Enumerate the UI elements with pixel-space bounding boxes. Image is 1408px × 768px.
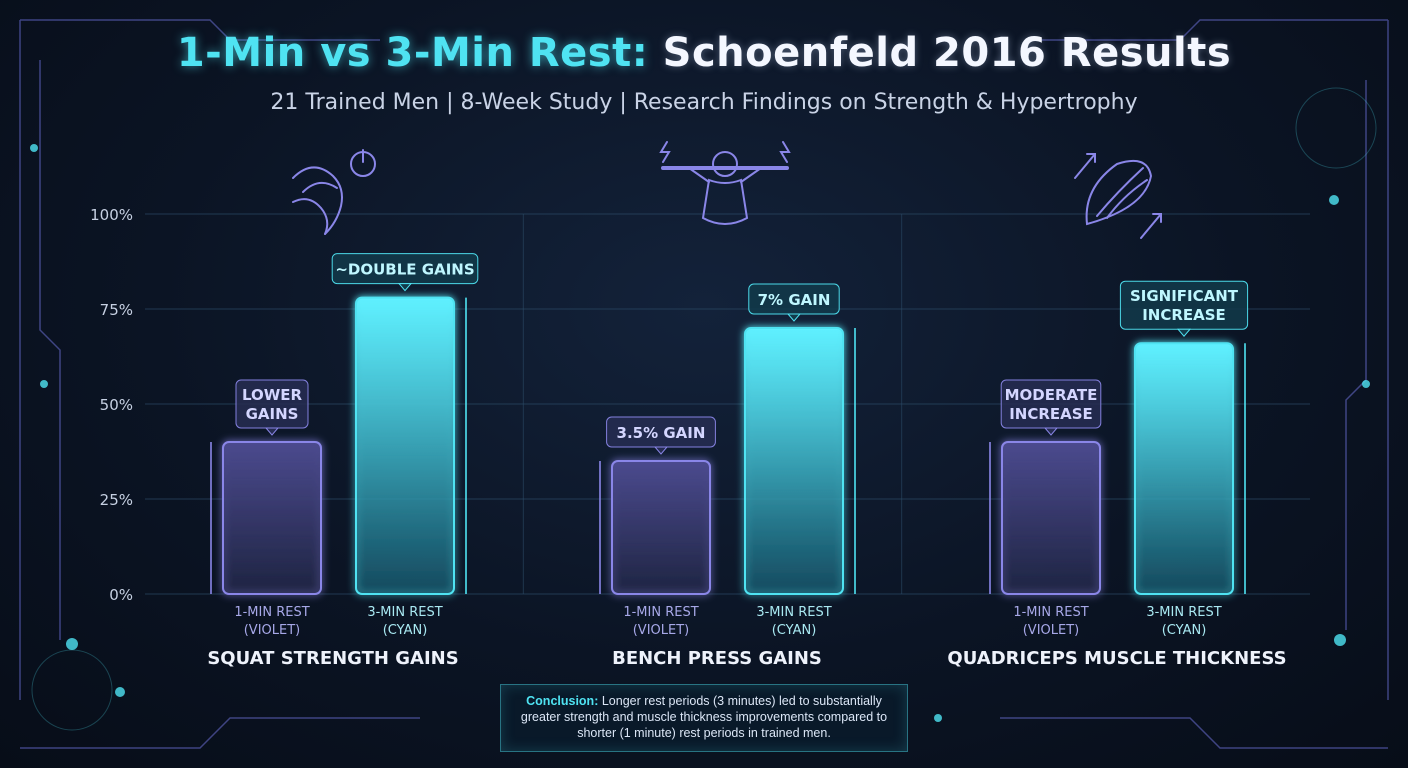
callout-pointer [786, 313, 802, 322]
data-label: INCREASE [1009, 405, 1093, 423]
x-tick-label: 1-MIN REST [1013, 605, 1088, 620]
icon-path [1074, 153, 1096, 179]
callout-pointer [397, 283, 413, 292]
data-label: INCREASE [1142, 306, 1226, 324]
x-tick-label: (CYAN) [383, 623, 428, 638]
chart-subtitle: 21 Trained Men | 8-Week Study | Research… [270, 90, 1138, 115]
callout-pointer [653, 446, 669, 455]
data-label: MODERATE [1005, 386, 1098, 404]
x-tick-label: 3-MIN REST [1146, 605, 1221, 620]
x-tick-label: 1-MIN REST [234, 605, 309, 620]
group-label: SQUAT STRENGTH GAINS [207, 648, 458, 669]
title-main: Schoenfeld 2016 Results [662, 30, 1232, 76]
x-tick-label: (CYAN) [1162, 623, 1207, 638]
x-tick-label: (VIOLET) [244, 623, 301, 638]
chart-title: 1-Min vs 3-Min Rest: Schoenfeld 2016 Res… [0, 30, 1408, 76]
y-tick-label: 50% [100, 396, 133, 414]
bench-press-icon [659, 141, 791, 225]
y-tick-label: 100% [90, 206, 133, 224]
icon-path [688, 167, 762, 183]
conclusion-box: Conclusion: Longer rest periods (3 minut… [500, 684, 908, 752]
x-tick-label: (CYAN) [772, 623, 817, 638]
y-tick-label: 25% [100, 491, 133, 509]
icon-path [292, 166, 343, 235]
icon-path [712, 151, 738, 177]
x-tick-label: 1-MIN REST [623, 605, 698, 620]
y-tick-label: 0% [109, 586, 133, 604]
bar-1min [611, 460, 711, 595]
icon-path [292, 198, 329, 235]
icon-path [659, 141, 791, 163]
conclusion-label: Conclusion: [526, 694, 599, 708]
data-label: SIGNIFICANT [1130, 287, 1239, 305]
conclusion-text: Longer rest periods (3 minutes) led to s… [520, 694, 888, 740]
data-label: 7% GAIN [758, 291, 831, 309]
y-tick-label: 75% [100, 301, 133, 319]
icon-path [1085, 160, 1153, 226]
x-tick-label: (VIOLET) [633, 623, 690, 638]
group-label: QUADRICEPS MUSCLE THICKNESS [947, 648, 1286, 669]
bar-1min [1001, 441, 1101, 595]
x-tick-label: (VIOLET) [1023, 623, 1080, 638]
data-label: 3.5% GAIN [617, 424, 706, 442]
data-label: ~DOUBLE GAINS [335, 261, 474, 279]
icon-path [701, 178, 749, 225]
bar-3min [1134, 342, 1234, 596]
title-highlight: 1-Min vs 3-Min Rest: [176, 30, 649, 76]
leg-power-icon [292, 149, 376, 235]
icon-path [302, 181, 338, 193]
x-tick-label: 3-MIN REST [756, 605, 831, 620]
muscle-growth-icon [1074, 153, 1162, 239]
icon-path [1096, 167, 1148, 219]
data-label: GAINS [246, 405, 299, 423]
group-label: BENCH PRESS GAINS [612, 648, 822, 669]
data-label: LOWER [242, 386, 303, 404]
bar-3min [355, 296, 455, 595]
callout-pointer [1176, 328, 1192, 337]
callout-pointer [264, 427, 280, 436]
bar-3min [744, 327, 844, 595]
bar-1min [222, 441, 322, 595]
x-tick-label: 3-MIN REST [367, 605, 442, 620]
icon-path [1140, 213, 1162, 239]
callout-pointer [1043, 427, 1059, 436]
